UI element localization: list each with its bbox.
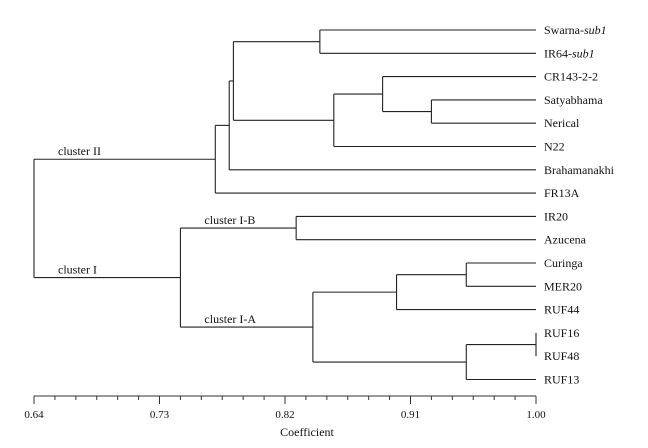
cluster-labels: cluster II cluster I cluster I-B cluster I-…: [58, 144, 256, 326]
dendrogram-branches: [33, 29, 537, 381]
leaf-label: RUF44: [544, 303, 579, 317]
x-axis-tick-label: 0.82: [275, 409, 294, 421]
leaf-label: Brahamanakhi: [544, 163, 615, 177]
leaf-label: Swarna-sub1: [544, 23, 607, 37]
leaf-label: IR20: [544, 209, 568, 223]
x-axis-tick-label: 0.91: [401, 409, 420, 421]
leaf-label: CR143-2-2: [544, 70, 598, 84]
leaf-label: RUF48: [544, 349, 579, 363]
x-axis-tick-label: 1.00: [526, 409, 546, 421]
leaf-label: MER20: [544, 279, 582, 293]
leaf-label: RUF16: [544, 326, 579, 340]
leaf-label: RUF13: [544, 373, 579, 387]
cluster-label: cluster I: [58, 263, 97, 277]
leaf-label: Curinga: [544, 256, 583, 270]
x-axis-tick-label: 0.73: [150, 409, 170, 421]
leaf-label: Azucena: [544, 233, 587, 247]
leaf-label: N22: [544, 140, 565, 154]
x-axis-ticks: 0.64 0.73 0.82 0.91 1.00: [24, 396, 546, 421]
leaf-label: IR64-sub1: [544, 46, 595, 60]
x-axis: 0.64 0.73 0.82 0.91 1.00 Coefficient: [24, 395, 546, 439]
x-axis-title: Coefficient: [280, 425, 334, 439]
cluster-label: cluster I-A: [204, 312, 256, 326]
leaf-label: FR13A: [544, 186, 580, 200]
cluster-label: cluster I-B: [204, 213, 255, 227]
leaf-labels: Swarna-sub1 IR64-sub1 CR143-2-2 Satyabhama N…: [544, 23, 615, 387]
x-axis-tick-label: 0.64: [24, 409, 44, 421]
cluster-label: cluster II: [58, 144, 101, 158]
leaf-label: Satyabhama: [544, 93, 603, 107]
leaf-label: Nerical: [544, 116, 580, 130]
